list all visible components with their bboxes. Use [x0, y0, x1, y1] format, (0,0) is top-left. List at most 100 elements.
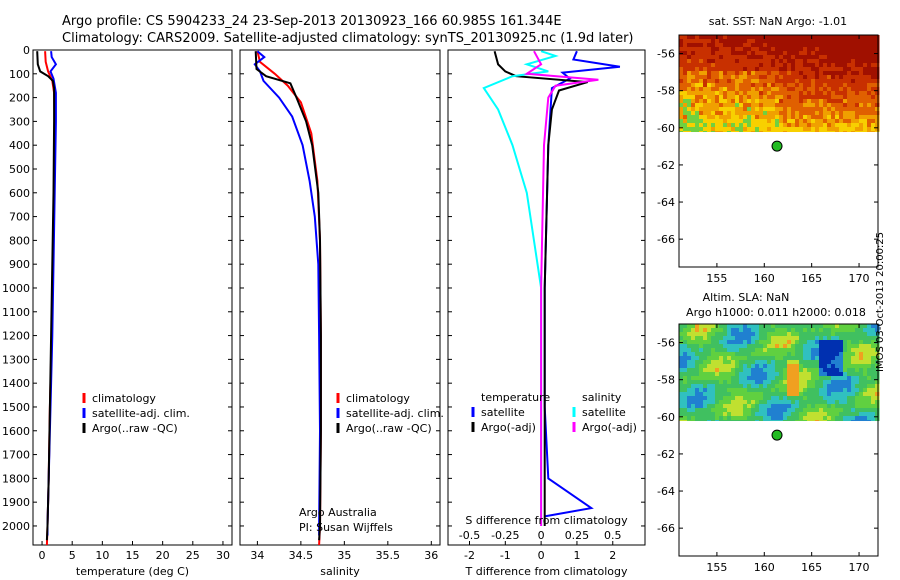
sla-map-panel: -56 -58 -60 -62 -64 -66 155 160 165 170 Altim. SLA… [657, 291, 880, 574]
y-tick-label: 100 [9, 68, 30, 81]
salinity-panel: 34 34.5 35 35.5 36 salinity climatology satelli… [239, 49, 444, 578]
x-tick-label: 20 [156, 549, 170, 562]
y-tick-label: -60 [657, 122, 675, 135]
y-tick-label: 1200 [2, 330, 30, 343]
temperature-panel: 0100200300400500600700800900100011001200… [2, 44, 233, 578]
y-tick-label: 1800 [2, 472, 30, 485]
y-tick-label: -58 [657, 85, 675, 98]
series-line-argo-raw-qc- [36, 51, 56, 541]
x-tick-label: 36 [424, 549, 438, 562]
series-line-argo-raw-qc- [254, 51, 322, 541]
x-tick-label: -2 [464, 549, 475, 562]
legend-title: temperature [481, 391, 550, 404]
sla-map-heatmap-cells [679, 324, 880, 422]
y-tick-label: 1600 [2, 425, 30, 438]
series-line-argo-adj- [493, 50, 588, 526]
y-tick-label: 300 [9, 115, 30, 128]
sla-map-frame [678, 323, 879, 557]
profile-title: Argo profile: CS 5904233_24 23-Sep-2013 … [62, 14, 562, 29]
x-tick-label: 160 [754, 561, 775, 574]
x-tick-label: 34.5 [289, 549, 314, 562]
y-tick-label: -64 [657, 196, 675, 209]
x-tick-label: 170 [849, 561, 870, 574]
sla-map-subtitle: Argo h1000: 0.011 h2000: 0.018 [686, 306, 866, 319]
salinity-xlabel: salinity [320, 565, 360, 578]
x-tick-label: 2 [609, 549, 616, 562]
x-tick-label: 170 [849, 272, 870, 285]
y-tick-label: 0 [23, 44, 30, 57]
sst-map-panel: -56 -58 -60 -62 -64 -66 155 160 165 170 sat. SST: … [657, 15, 880, 285]
temperature-xlabel: temperature (deg C) [76, 565, 189, 578]
y-tick-label: -62 [657, 159, 675, 172]
y-tick-label: 1300 [2, 353, 30, 366]
x-tick-label: 165 [801, 561, 822, 574]
x-tick-label: 30 [216, 549, 230, 562]
x-tick-label: 25 [186, 549, 200, 562]
legend-label: satellite [481, 406, 525, 419]
y-tick-label: -56 [657, 48, 675, 61]
timestamp-stamp: IMOS 03-Oct-2013 20:00:25 [875, 231, 886, 372]
argo-float-marker [771, 429, 783, 441]
y-tick-label: -66 [657, 522, 675, 535]
top-tick-label: 0.5 [604, 529, 622, 542]
legend-label: Argo(..raw -QC) [92, 422, 178, 435]
salinity-frame [239, 49, 441, 546]
x-tick-label: 155 [706, 561, 727, 574]
x-tick-label: 35 [337, 549, 351, 562]
x-tick-label: 15 [126, 549, 140, 562]
y-tick-label: 1900 [2, 496, 30, 509]
y-tick-label: 1700 [2, 449, 30, 462]
y-tick-label: 800 [9, 234, 30, 247]
y-tick-label: 2000 [2, 520, 30, 533]
y-tick-label: 500 [9, 163, 30, 176]
x-tick-label: 1 [573, 549, 580, 562]
climatology-subtitle: Climatology: CARS2009. Satellite-adjuste… [62, 31, 634, 46]
legend-label: Argo(..raw -QC) [346, 422, 432, 435]
x-tick-label: 0 [538, 549, 545, 562]
y-tick-label: -58 [657, 374, 675, 387]
y-tick-label: -56 [657, 337, 675, 350]
y-tick-label: 1400 [2, 377, 30, 390]
sst-map-title: sat. SST: NaN Argo: -1.01 [709, 15, 847, 28]
top-tick-label: -0.5 [459, 529, 480, 542]
top-tick-label: 0 [538, 529, 545, 542]
legend-label: climatology [346, 392, 410, 405]
top-axis-label: S difference from climatology [465, 514, 628, 527]
y-tick-label: 1500 [2, 401, 30, 414]
difference-panel: -2 -1 0 1 2 T difference from climatology S di… [447, 49, 646, 578]
x-tick-label: 155 [706, 272, 727, 285]
sst-map-frame [678, 34, 879, 268]
x-tick-label: -1 [500, 549, 511, 562]
y-tick-label: -62 [657, 448, 675, 461]
x-tick-label: 10 [95, 549, 109, 562]
series-line-satellite [543, 50, 621, 518]
legend-label: satellite-adj. clim. [346, 407, 444, 420]
series-line-satellite-adj-clim- [253, 50, 322, 536]
y-tick-label: 600 [9, 187, 30, 200]
sla-map-title: Altim. SLA: NaN [703, 291, 790, 304]
x-tick-label: 160 [754, 272, 775, 285]
difference-xlabel: T difference from climatology [465, 565, 628, 578]
y-tick-label: 900 [9, 258, 30, 271]
legend-label: satellite-adj. clim. [92, 407, 190, 420]
y-tick-label: 700 [9, 211, 30, 224]
difference-frame [447, 49, 646, 546]
legend-label: Argo(-adj) [582, 421, 637, 434]
y-tick-label: 1100 [2, 306, 30, 319]
temperature-frame [32, 49, 233, 546]
legend-label: climatology [92, 392, 156, 405]
legend-title: salinity [582, 391, 622, 404]
annotation-line: Argo Australia [299, 506, 377, 519]
x-tick-label: 5 [69, 549, 76, 562]
x-tick-label: 165 [801, 272, 822, 285]
legend-label: satellite [582, 406, 626, 419]
x-tick-label: 34 [250, 549, 264, 562]
legend-label: Argo(-adj) [481, 421, 536, 434]
annotation-line: PI: Susan Wijffels [299, 521, 393, 534]
series-line-argo-adj- [523, 50, 599, 526]
y-tick-label: -64 [657, 485, 675, 498]
y-tick-label: -66 [657, 233, 675, 246]
y-tick-label: 200 [9, 92, 30, 105]
series-line-climatology [256, 50, 322, 546]
